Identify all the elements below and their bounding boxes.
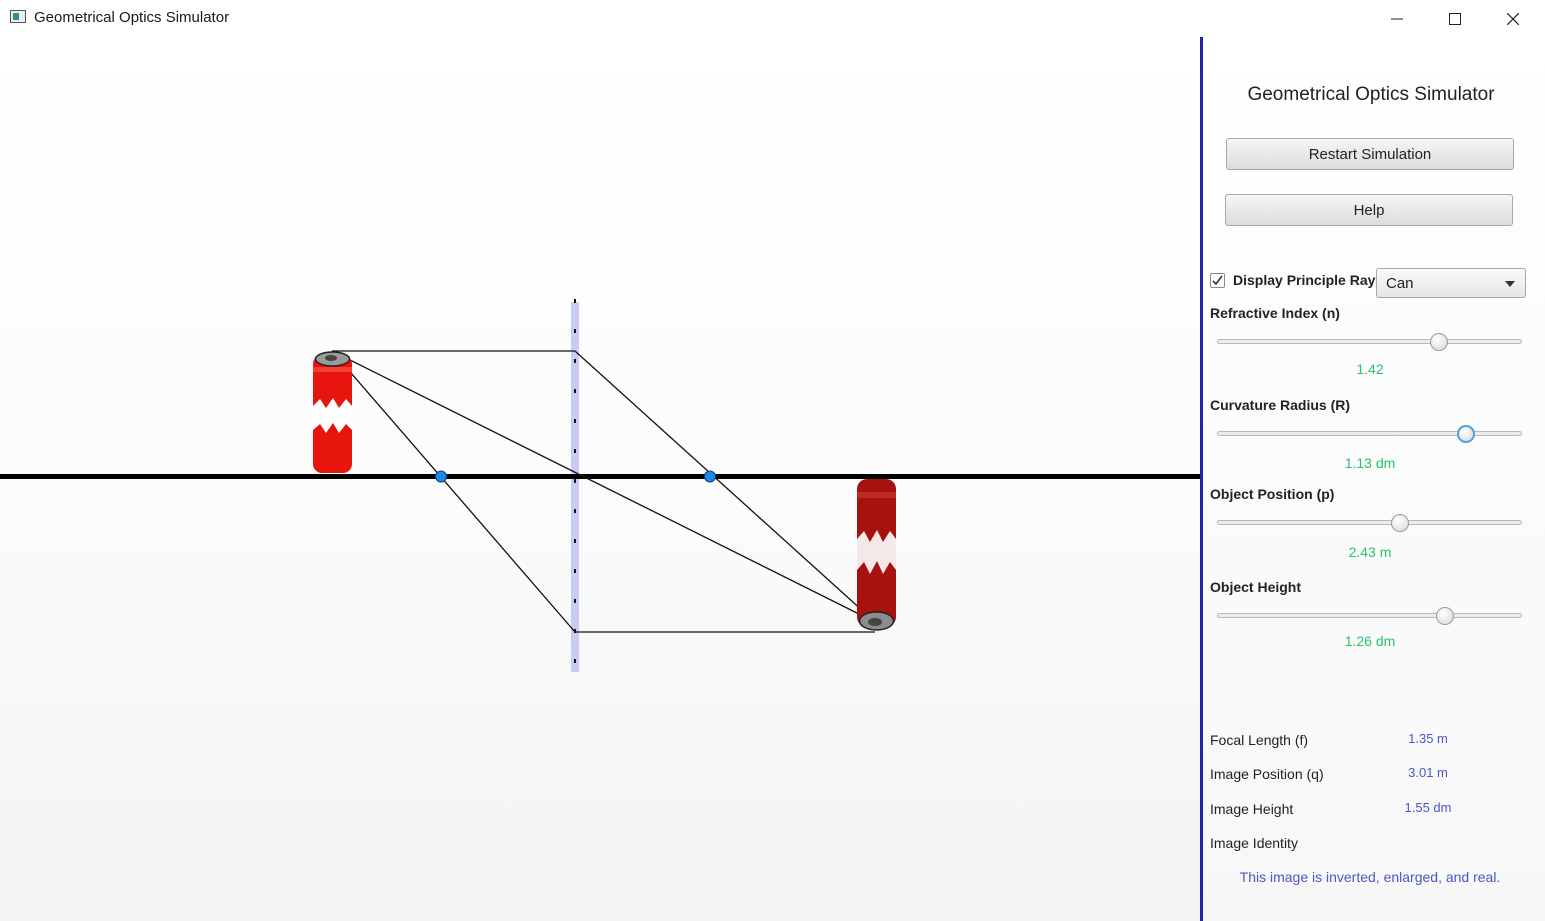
app-icon: [10, 10, 26, 23]
image-can: [857, 479, 896, 631]
panel-divider: [1200, 37, 1203, 921]
refractive-index-label: Refractive Index (n): [1210, 305, 1340, 321]
minimize-icon: [1391, 18, 1403, 19]
display-principle-rays-row[interactable]: Display Principle Rays: [1210, 272, 1383, 288]
object-position-slider-thumb[interactable]: [1390, 514, 1409, 532]
display-principle-rays-checkbox[interactable]: [1210, 272, 1225, 288]
object-position-label: Object Position (p): [1210, 486, 1335, 502]
window-title: Geometrical Optics Simulator: [34, 9, 230, 26]
panel-title: Geometrical Optics Simulator: [1247, 84, 1495, 105]
lens[interactable]: [571, 299, 579, 675]
checkmark-icon: [1212, 275, 1223, 285]
curvature-radius-label: Curvature Radius (R): [1210, 397, 1351, 413]
object-height-label: Object Height: [1210, 579, 1302, 595]
curvature-radius-slider-thumb[interactable]: [1457, 425, 1476, 443]
refractive-index-value: 1.42: [1356, 361, 1384, 377]
central-ray: [331, 350, 876, 623]
image-can-logo: [857, 530, 896, 574]
image-height-label: Image Height: [1210, 801, 1294, 817]
focal-length-value: 1.35 m: [1408, 731, 1448, 746]
image-identity-label: Image Identity: [1210, 835, 1298, 851]
refractive-index-slider-thumb[interactable]: [1430, 333, 1449, 351]
principal-rays: [331, 350, 876, 633]
close-icon: [1507, 12, 1519, 25]
display-principle-rays-label: Display Principle Rays: [1233, 272, 1384, 288]
object-height-value: 1.26 dm: [1344, 633, 1396, 649]
refractive-index-slider[interactable]: [1217, 333, 1522, 351]
focal-ray: [331, 350, 875, 633]
image-position-label: Image Position (q): [1210, 766, 1324, 782]
focal-point-left: [435, 470, 447, 483]
object-can-logo: [313, 398, 352, 433]
close-button[interactable]: [1484, 0, 1542, 37]
image-position-value: 3.01 m: [1408, 765, 1448, 780]
focal-point-right: [704, 470, 716, 483]
object-type-value: Can: [1386, 275, 1414, 292]
object-type-select[interactable]: Can: [1376, 268, 1526, 298]
control-panel: Geometrical Optics Simulator Restart Sim…: [1203, 37, 1545, 921]
simulation-canvas[interactable]: [0, 37, 1200, 921]
object-can[interactable]: [313, 351, 352, 473]
restart-simulation-button[interactable]: Restart Simulation: [1226, 138, 1514, 170]
object-position-value: 2.43 m: [1348, 544, 1392, 560]
focal-length-label: Focal Length (f): [1210, 732, 1309, 748]
object-height-slider[interactable]: [1217, 607, 1522, 625]
image-can-tab: [868, 618, 882, 626]
curvature-radius-value: 1.13 dm: [1344, 455, 1396, 471]
minimize-button[interactable]: [1368, 0, 1426, 37]
object-height-slider-thumb[interactable]: [1436, 607, 1455, 625]
maximize-icon: [1449, 12, 1461, 25]
object-position-slider[interactable]: [1217, 514, 1522, 532]
help-button[interactable]: Help: [1225, 194, 1513, 226]
curvature-radius-slider[interactable]: [1217, 425, 1522, 443]
object-can-tab: [325, 355, 337, 361]
title-bar: Geometrical Optics Simulator: [0, 0, 1545, 37]
image-can-highlight: [857, 492, 896, 498]
object-can-highlight: [313, 367, 352, 372]
image-height-value: 1.55 dm: [1404, 800, 1452, 815]
image-identity-text: This image is inverted, enlarged, and re…: [1239, 869, 1501, 885]
lens-body: [571, 302, 579, 672]
chevron-down-icon: [1505, 281, 1515, 287]
parallel-ray: [332, 350, 876, 623]
maximize-button[interactable]: [1426, 0, 1484, 37]
